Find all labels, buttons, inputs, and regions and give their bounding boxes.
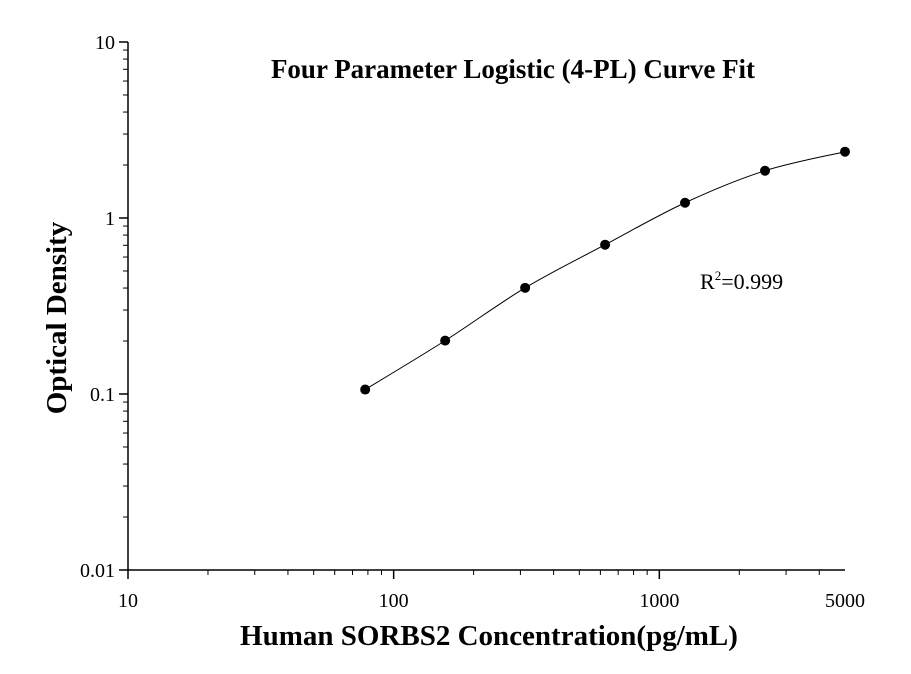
y-axis-title: Optical Density (41, 221, 73, 414)
ticks: 0.01 0.1 1 10 10 100 1000 5000 (80, 32, 865, 612)
y-tick-label: 0.1 (90, 384, 115, 406)
data-points (360, 146, 850, 395)
data-point (840, 146, 850, 157)
data-point (360, 384, 371, 395)
x-axis-title: Human SORBS2 Concentration(pg/mL) (240, 620, 738, 652)
axes (127, 42, 845, 571)
data-point (440, 335, 451, 346)
r-squared-value: =0.999 (721, 269, 783, 294)
r-squared-base: R (700, 269, 715, 294)
y-tick-label: 10 (95, 32, 115, 54)
data-point (760, 165, 771, 176)
chart-title: Four Parameter Logistic (4-PL) Curve Fit (271, 54, 755, 84)
y-tick-label: 0.01 (80, 560, 115, 582)
x-tick-label: 1000 (639, 590, 679, 612)
r-squared-annotation: R2=0.999 (700, 268, 783, 294)
x-tick-label: 100 (379, 590, 409, 612)
data-point (520, 282, 531, 293)
x-tick-label: 10 (118, 590, 138, 612)
y-tick-label: 1 (105, 208, 115, 230)
data-point (600, 239, 611, 250)
r-squared-sup: 2 (715, 268, 722, 283)
x-tick-label: 5000 (825, 590, 865, 612)
data-point (680, 197, 691, 208)
